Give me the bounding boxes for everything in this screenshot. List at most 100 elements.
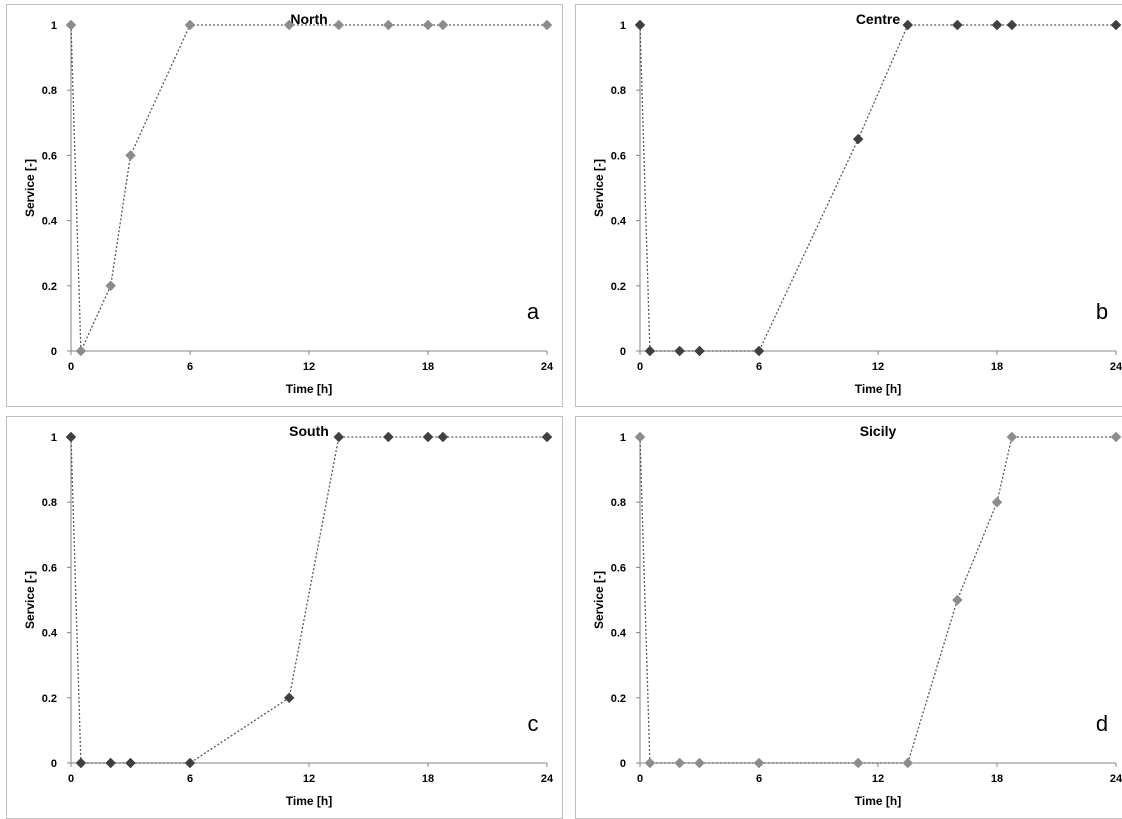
data-point-marker xyxy=(694,345,705,357)
chart-title: Sicily xyxy=(860,423,897,439)
data-point-marker xyxy=(852,133,864,145)
data-point-marker xyxy=(382,431,394,443)
y-tick-label: 1 xyxy=(51,20,57,32)
chart-panel-centre: Centre Time [h] Service [-] b 0 0.2 0.4 0.6… xyxy=(575,4,1122,407)
x-tick-label: 18 xyxy=(991,361,1003,373)
y-tick-label: 0.4 xyxy=(611,216,627,228)
data-point-marker xyxy=(634,431,646,443)
data-point-marker xyxy=(753,345,765,357)
data-point-marker xyxy=(1110,19,1122,31)
y-tick-label: 0.8 xyxy=(42,85,57,97)
data-point-marker xyxy=(422,19,434,31)
chart-panel-north: North Time [h] Service [-] a 0 0.2 0.4 0.6 0… xyxy=(6,4,563,407)
data-point-marker xyxy=(333,431,345,443)
x-tick-label: 24 xyxy=(1110,773,1122,785)
data-point-marker xyxy=(382,19,394,31)
axes: 0 0.2 0.4 0.6 0.8 1 0 6 12 18 24 xyxy=(611,20,1122,373)
x-tick-label: 12 xyxy=(872,773,884,785)
y-tick-label: 0 xyxy=(620,758,626,770)
x-tick-label: 18 xyxy=(991,773,1003,785)
axes: 0 0.2 0.4 0.6 0.8 1 0 6 12 18 24 xyxy=(42,20,554,373)
y-tick-label: 1 xyxy=(620,432,626,444)
y-tick-label: 0.2 xyxy=(611,693,626,705)
data-point-marker xyxy=(125,757,136,769)
y-tick-label: 0.6 xyxy=(42,562,57,574)
data-point-marker xyxy=(902,757,914,769)
chart-title: South xyxy=(289,423,329,439)
data-point-marker xyxy=(75,757,87,769)
y-tick-label: 0.6 xyxy=(42,150,57,162)
chart-centre: Centre Time [h] Service [-] b 0 0.2 0.4 0.6… xyxy=(592,11,1122,396)
x-tick-label: 12 xyxy=(872,361,884,373)
y-tick-label: 0.4 xyxy=(611,628,627,640)
data-point-marker xyxy=(65,431,77,443)
chart-title: Centre xyxy=(856,11,901,27)
y-tick-label: 0.2 xyxy=(42,693,57,705)
series-line xyxy=(70,436,547,764)
x-axis-title: Time [h] xyxy=(286,382,332,396)
y-axis-title: Service [-] xyxy=(23,159,37,217)
x-tick-label: 18 xyxy=(422,361,434,373)
y-tick-label: 0.8 xyxy=(42,497,57,509)
data-point-marker xyxy=(541,431,553,443)
x-tick-label: 6 xyxy=(187,361,193,373)
data-point-marker xyxy=(674,757,686,769)
panel-letter: b xyxy=(1096,299,1108,324)
data-point-marker xyxy=(105,280,117,292)
axes: 0 0.2 0.4 0.6 0.8 1 0 6 12 18 24 xyxy=(42,432,554,785)
data-point-marker xyxy=(634,19,646,31)
series-line xyxy=(639,24,1116,352)
data-point-marker xyxy=(753,757,765,769)
data-point-marker xyxy=(333,19,345,31)
series-line xyxy=(70,24,547,352)
y-tick-label: 0.4 xyxy=(42,216,58,228)
data-point-marker xyxy=(184,757,196,769)
data-point-marker xyxy=(852,757,864,769)
data-point-marker xyxy=(644,757,656,769)
x-axis-title: Time [h] xyxy=(855,794,901,808)
data-point-marker xyxy=(422,431,434,443)
data-point-marker xyxy=(694,757,705,769)
data-point-marker xyxy=(283,19,295,31)
data-point-marker xyxy=(951,594,963,606)
data-point-marker xyxy=(902,19,914,31)
y-tick-label: 0 xyxy=(51,758,57,770)
data-point-marker xyxy=(1006,431,1018,443)
y-tick-label: 0.2 xyxy=(42,281,57,293)
y-axis-title: Service [-] xyxy=(592,571,606,629)
chart-panel-sicily: Sicily Time [h] Service [-] d 0 0.2 0.4 0.6… xyxy=(575,416,1122,819)
data-point-marker xyxy=(75,345,87,357)
x-tick-label: 6 xyxy=(756,361,762,373)
data-point-marker xyxy=(65,19,77,31)
x-tick-label: 24 xyxy=(541,361,554,373)
x-tick-label: 12 xyxy=(303,773,315,785)
data-point-marker xyxy=(437,19,449,31)
x-axis-title: Time [h] xyxy=(286,794,332,808)
data-point-marker xyxy=(184,19,196,31)
x-tick-label: 24 xyxy=(541,773,554,785)
x-tick-label: 18 xyxy=(422,773,434,785)
panel-letter: d xyxy=(1096,711,1108,736)
series-line xyxy=(639,436,1116,764)
data-point-marker xyxy=(951,19,963,31)
x-tick-label: 6 xyxy=(187,773,193,785)
y-tick-label: 0.8 xyxy=(611,85,626,97)
data-point-marker xyxy=(437,431,449,443)
chart-title: North xyxy=(290,11,327,27)
x-axis-title: Time [h] xyxy=(855,382,901,396)
panel-letter: a xyxy=(527,299,540,324)
panel-letter: c xyxy=(528,711,539,736)
data-point-marker xyxy=(674,345,686,357)
y-tick-label: 0 xyxy=(51,346,57,358)
x-tick-label: 6 xyxy=(756,773,762,785)
data-point-marker xyxy=(1006,19,1018,31)
chart-sicily: Sicily Time [h] Service [-] d 0 0.2 0.4 0.6… xyxy=(592,423,1122,808)
data-point-marker xyxy=(283,692,295,704)
y-tick-label: 0.2 xyxy=(611,281,626,293)
x-tick-label: 0 xyxy=(637,361,643,373)
y-tick-label: 0 xyxy=(620,346,626,358)
y-tick-label: 0.6 xyxy=(611,562,626,574)
data-point-marker xyxy=(991,496,1003,508)
chart-north: North Time [h] Service [-] a 0 0.2 0.4 0.6 0… xyxy=(23,11,554,396)
x-tick-label: 0 xyxy=(68,773,74,785)
